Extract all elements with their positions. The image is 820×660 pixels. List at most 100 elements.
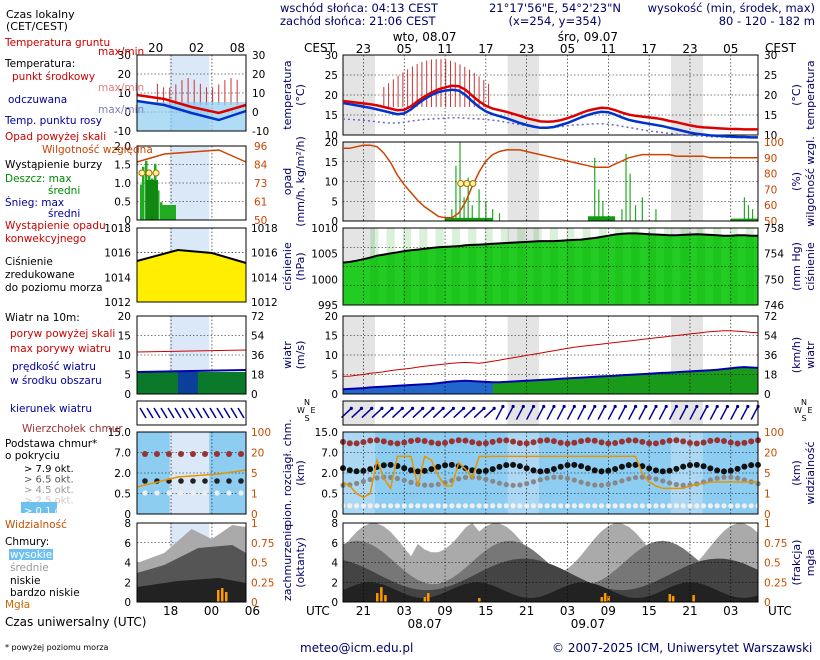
legend-base-dot-light: [238, 490, 244, 496]
legend-base-dot-light: [190, 490, 196, 496]
legend-top-hour: 08: [230, 41, 245, 55]
wind-direction-head: [531, 404, 536, 409]
wind-direction-arrow: [432, 407, 444, 419]
cloud-tick-right: 1: [764, 518, 771, 530]
legend-storm: Wystąpienie burzy: [5, 159, 102, 171]
cumulonimbus-top-dot: [462, 437, 469, 444]
legend-cb-dot: [214, 451, 220, 457]
wind-direction-arrow: [495, 406, 504, 420]
bottom-hour-tick: 03: [560, 604, 575, 618]
cumulonimbus-top-dot: [469, 439, 476, 446]
cumulonimbus-top-dot: [476, 440, 483, 447]
wind-direction-arrow: [617, 406, 627, 420]
fog-bar: [668, 594, 672, 602]
cumulonimbus-top-dot: [380, 438, 387, 445]
cloud-base-dot: [537, 468, 544, 475]
cloud-base-dot: [524, 481, 530, 487]
cloud-base-dot: [551, 474, 557, 480]
cloud-base-dot: [435, 481, 441, 487]
press-frame: [342, 227, 759, 306]
cloud-base-dot: [680, 482, 686, 488]
cloud-base-dot: [435, 463, 442, 470]
cloud-tick-right: 0.75: [764, 538, 787, 550]
legend-precip-legend-frame: [136, 145, 247, 221]
wind-direction-head: [451, 406, 455, 411]
panel-unit-right: (°C): [790, 84, 803, 106]
cumulonimbus-top-dot: [550, 438, 557, 445]
footnote: * powyżej poziomu morza: [5, 643, 109, 652]
legend-cb-dot: [142, 451, 148, 457]
panel-title-right: temperatura: [804, 60, 817, 129]
top-hour-tick: 17: [642, 42, 657, 56]
cloud-base-dot: [666, 503, 673, 509]
wind-direction-head: [511, 404, 515, 409]
cloud-base-dot: [618, 463, 625, 470]
cloud-base-dot: [490, 503, 496, 509]
precip-tick-left: 0: [331, 216, 338, 228]
fog-bar: [376, 593, 379, 602]
cloud-base-dot: [517, 503, 523, 509]
cloud-base-dot: [394, 503, 401, 509]
legend-dir-arrow: [188, 407, 196, 419]
cloud-base-dot: [741, 477, 747, 483]
legend-temperature: Temperatura:: [4, 58, 75, 70]
compass-letter-left: E: [310, 406, 315, 415]
legend-temp-tick-left: -10: [114, 126, 131, 138]
top-hour-tick: 23: [682, 42, 697, 56]
zone-right: CEST: [765, 41, 797, 55]
cloud-base-dot: [653, 503, 659, 509]
pressure-shade: [468, 228, 477, 305]
legend-pressure-l2: zredukowane: [5, 269, 75, 281]
precip-tick-right: 60: [764, 200, 777, 212]
legend-gust-above: poryw powyżej skali: [10, 328, 115, 340]
legend-cb-dot: [238, 451, 244, 457]
legend-rain-bar: [157, 190, 160, 220]
legend-base1: Podstawa chmur*: [5, 438, 97, 450]
wind-direction-head: [582, 404, 587, 409]
wind-direction-arrow: [515, 406, 524, 420]
cumulonimbus-top-dot: [652, 440, 659, 447]
cumulonimbus-top-dot: [523, 440, 530, 447]
top-hour-tick: 11: [601, 42, 616, 56]
wind-direction-arrow: [463, 407, 475, 419]
temp-tick-right: 10: [764, 130, 777, 142]
panel-unit-right: (km): [790, 460, 803, 486]
wind-direction-head: [664, 404, 668, 409]
cumulonimbus-top-dot: [605, 440, 612, 447]
cloud-base-dot: [442, 503, 448, 509]
cloud-base-dot: [660, 478, 666, 484]
legend-clouds-tick-left: 4: [124, 558, 131, 570]
low-cloud-area: [343, 558, 758, 602]
wind-direction-arrow: [679, 406, 688, 420]
cloud-base-dot: [626, 503, 632, 509]
legend-precip-tick-left: 2.0: [114, 141, 131, 153]
legend-clouds-tick-right: 1: [251, 518, 258, 530]
legend-wind-line: [136, 369, 247, 373]
panel-title-left: temperatura: [281, 60, 294, 129]
legend-rain: Deszcz: max: [5, 173, 72, 185]
cloud-tick-left: 4: [331, 558, 338, 570]
wind-direction-head: [715, 404, 719, 409]
legend-midpoint: punkt środkowy: [12, 71, 95, 83]
legend-dir-arrow: [160, 407, 168, 419]
cloud-base-dot: [591, 467, 598, 474]
base-tick-right: 5: [764, 468, 771, 480]
legend-rain-bar: [140, 184, 143, 220]
wind-direction-arrow: [648, 406, 657, 420]
legend-speed2: w środku obszaru: [10, 375, 102, 387]
cloud-base-dot: [408, 467, 415, 474]
cloud-base-dot: [686, 462, 693, 469]
cloud-base-dot: [666, 480, 673, 486]
legend-dir-arrow: [223, 407, 231, 419]
cloud-base-dot: [380, 462, 387, 469]
base-tick-right: 0: [764, 509, 771, 521]
base-tick-right: 1: [764, 489, 771, 501]
legend-temp-tick-right: 30: [252, 50, 265, 62]
cloud-base-dot: [483, 503, 489, 509]
cloud-base-dot: [700, 463, 707, 470]
legend-base-dot: [142, 478, 148, 484]
cloud-base-dot: [748, 503, 754, 509]
legend-dir-arrow: [153, 407, 161, 419]
pressure-shade: [582, 228, 591, 305]
